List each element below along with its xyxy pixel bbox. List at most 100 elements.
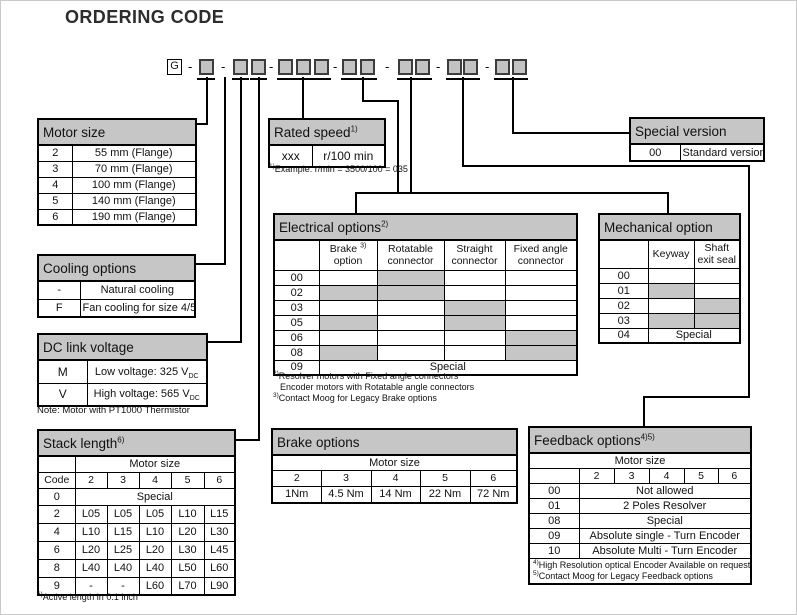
column-header-brake: Brake 3) option [318, 239, 378, 271]
connector-dc-link [240, 77, 242, 343]
option-cell [443, 269, 506, 286]
motor-size-group-header: Motor size [528, 452, 752, 469]
motor-size-group-header: Motor size [74, 455, 236, 473]
feedback-options-title-text: Feedback options [534, 432, 641, 448]
value-cell: L25 [106, 540, 140, 560]
value-cell: L40 [138, 558, 172, 578]
electrical-options-title: Electrical options2) [273, 213, 578, 241]
code-digit-box-mechanical-1 [398, 59, 413, 75]
blank-cell [273, 239, 320, 271]
value-cell: 4.5 Nm [320, 485, 372, 504]
electrical-row: 02 [273, 284, 578, 301]
stack-length-row: 9- - L60 L70 L90 [37, 576, 236, 596]
special-version-desc: Standard version [679, 143, 765, 162]
code-digit-box-electrical-2 [360, 59, 375, 75]
code-digit-box-speed-3 [314, 59, 329, 75]
code-digit-box-special-2 [512, 59, 527, 75]
option-cell [376, 344, 445, 361]
option-cell [443, 284, 506, 301]
value-cell: L20 [170, 522, 205, 542]
electrical-footnote: 3)Contact Moog for Legacy Brake options [273, 392, 474, 404]
motor-size-row: 6 190 mm (Flange) [37, 208, 197, 226]
rated-speed-row: xxx r/100 min [268, 144, 386, 168]
footnote-marker: 4)5) [640, 432, 655, 441]
code-cell: 03 [273, 299, 320, 316]
value-cell: L45 [203, 540, 236, 560]
size-cell: 3 [613, 467, 650, 484]
value-cell: L70 [170, 576, 205, 596]
code-underline [341, 78, 377, 80]
value-cell: L15 [203, 504, 236, 524]
option-cell [504, 284, 578, 301]
connector-feedback [748, 165, 750, 398]
column-header-rotatable: Rotatable connector [376, 239, 445, 271]
value-cell: L15 [106, 522, 140, 542]
option-cell [318, 344, 378, 361]
connector-feedback [643, 396, 750, 398]
electrical-row: 03 [273, 299, 578, 316]
dc-link-desc-text: High voltage: 565 V [93, 388, 190, 401]
option-cell [504, 344, 578, 361]
connector-dc-link [207, 341, 242, 343]
code-cell: 0 [37, 487, 76, 506]
dc-link-voltage-table: DC link voltage M Low voltage: 325 VDC V… [37, 333, 208, 407]
column-header-size: 5 [170, 471, 205, 489]
size-cell: 6 [469, 469, 518, 487]
dc-link-code: M [37, 359, 88, 384]
mechanical-row: 01 [598, 282, 741, 299]
footnote-text: Resolver motors with Fixed angle connect… [278, 371, 459, 381]
option-cell [647, 297, 695, 314]
feedback-footnotes-cell: 4)High Resolution optical Encoder Availa… [528, 557, 752, 584]
mechanical-special-row: 04 Special [598, 327, 741, 344]
feedback-footnote: 5)Contact Moog for Legacy Feedback optio… [533, 569, 747, 582]
mechanical-row: 02 [598, 297, 741, 314]
footnote-marker: 4) [533, 558, 539, 566]
connector-electrical [362, 77, 364, 102]
value-cell: L20 [74, 540, 108, 560]
mechanical-option-title: Mechanical option [598, 213, 741, 241]
connector-motor-size [206, 77, 208, 125]
code-cell: 04 [598, 327, 649, 344]
feedback-motor-size-row: Motor size [528, 452, 752, 469]
option-cell [647, 282, 695, 299]
code-cell: 4 [37, 176, 73, 194]
desc-cell: Natural cooling [79, 280, 196, 300]
footnote-marker: 6) [117, 435, 125, 444]
blank-cell [598, 239, 649, 269]
connector-special-version [512, 132, 630, 134]
footnote-marker: 3) [360, 242, 367, 250]
column-header-size: 3 [106, 471, 140, 489]
footnote-marker: 5) [533, 569, 539, 577]
special-version-title: Special version [629, 117, 765, 145]
stack-length-row: 6 L20 L25 L20 L30 L45 [37, 540, 236, 560]
code-cell: 02 [273, 284, 320, 301]
column-header-size: 2 [74, 471, 108, 489]
stack-column-headers: Code 2 3 4 5 6 [37, 471, 236, 489]
stack-length-footnote: 6)Active length in 0.1 inch [37, 591, 138, 603]
value-cell: L60 [203, 558, 236, 578]
code-cell: 02 [598, 297, 649, 314]
feedback-footnote: 4)High Resolution optical Encoder Availa… [533, 558, 750, 571]
electrical-footnote: 2)Resolver motors with Fixed angle conne… [273, 370, 474, 382]
option-cell [443, 329, 506, 346]
code-separator: - [485, 59, 490, 74]
option-cell [647, 267, 695, 284]
value-cell: L10 [74, 522, 108, 542]
rated-speed-table: Rated speed1) xxx r/100 min [268, 118, 386, 168]
code-separator: - [188, 59, 193, 74]
option-cell [443, 344, 506, 361]
option-cell [318, 299, 378, 316]
value-cell: 14 Nm [370, 485, 421, 504]
option-cell [504, 269, 578, 286]
option-cell [443, 314, 506, 331]
connector-special-version [512, 77, 514, 134]
value-cell: 1Nm [271, 485, 322, 504]
mechanical-row: 03 [598, 312, 741, 329]
feedback-row: 08 Special [528, 512, 752, 529]
desc-cell: Absolute Multi - Turn Encoder [578, 542, 752, 559]
code-underline [277, 78, 331, 80]
value-cell: L05 [74, 504, 108, 524]
